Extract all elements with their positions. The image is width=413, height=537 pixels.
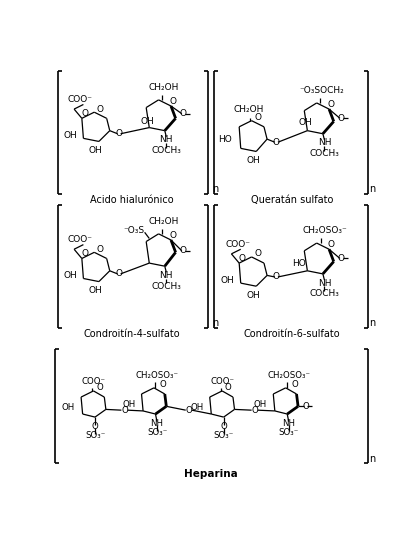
Text: COCH₃: COCH₃ bbox=[152, 146, 181, 155]
Text: n: n bbox=[369, 184, 376, 194]
Text: OH: OH bbox=[254, 400, 267, 409]
Text: SO₃⁻: SO₃⁻ bbox=[147, 428, 167, 437]
Text: SO₃⁻: SO₃⁻ bbox=[85, 431, 105, 440]
Text: O: O bbox=[180, 109, 187, 118]
Text: OH: OH bbox=[246, 291, 260, 300]
Text: CH₂OH: CH₂OH bbox=[148, 83, 178, 92]
Text: O: O bbox=[81, 109, 88, 118]
Text: Heparina: Heparina bbox=[184, 469, 238, 479]
Text: O: O bbox=[116, 270, 123, 278]
Text: NH: NH bbox=[150, 419, 164, 428]
Text: COCH₃: COCH₃ bbox=[309, 289, 339, 299]
Text: O: O bbox=[81, 249, 88, 258]
Text: OH: OH bbox=[299, 119, 313, 127]
Text: O: O bbox=[327, 100, 334, 109]
Text: O: O bbox=[273, 272, 280, 281]
Text: OH: OH bbox=[122, 400, 135, 409]
Text: ⁻O₃SOCH₂: ⁻O₃SOCH₂ bbox=[299, 86, 344, 95]
Text: O: O bbox=[160, 380, 166, 389]
Text: OH: OH bbox=[64, 271, 77, 280]
Text: SO₃⁻: SO₃⁻ bbox=[279, 428, 299, 437]
Text: COCH₃: COCH₃ bbox=[152, 282, 181, 291]
Text: O: O bbox=[225, 383, 232, 393]
Text: O: O bbox=[254, 249, 261, 258]
Text: NH: NH bbox=[318, 139, 331, 148]
Text: Acido hialurónico: Acido hialurónico bbox=[90, 195, 174, 205]
Text: Condroitín-4-sulfato: Condroitín-4-sulfato bbox=[84, 329, 180, 339]
Text: n: n bbox=[212, 318, 218, 328]
Text: OH: OH bbox=[246, 156, 260, 165]
Text: O: O bbox=[327, 240, 334, 249]
Text: NH: NH bbox=[318, 279, 331, 288]
Text: OH: OH bbox=[89, 146, 103, 155]
Text: CH₂OSO₃⁻: CH₂OSO₃⁻ bbox=[267, 371, 310, 380]
Text: NH: NH bbox=[159, 135, 173, 144]
Text: O: O bbox=[97, 105, 104, 114]
Text: O: O bbox=[338, 254, 345, 263]
Text: HO: HO bbox=[218, 135, 231, 143]
Text: O: O bbox=[180, 246, 187, 255]
Text: OH: OH bbox=[141, 117, 154, 126]
Text: COO⁻: COO⁻ bbox=[68, 96, 93, 104]
Text: O: O bbox=[169, 231, 176, 240]
Text: OH: OH bbox=[62, 403, 75, 412]
Text: O: O bbox=[92, 422, 98, 431]
Text: NH: NH bbox=[282, 419, 295, 428]
Text: CH₂OSO₃⁻: CH₂OSO₃⁻ bbox=[302, 226, 347, 235]
Text: O: O bbox=[97, 245, 104, 254]
Text: O: O bbox=[302, 402, 309, 411]
Text: COO⁻: COO⁻ bbox=[225, 240, 250, 249]
Text: COO⁻: COO⁻ bbox=[81, 377, 105, 386]
Text: O: O bbox=[96, 383, 103, 393]
Text: O: O bbox=[254, 113, 261, 122]
Text: O: O bbox=[220, 422, 227, 431]
Text: SO₃⁻: SO₃⁻ bbox=[214, 431, 234, 440]
Text: O: O bbox=[292, 380, 298, 389]
Text: OH: OH bbox=[221, 275, 235, 285]
Text: NH: NH bbox=[159, 271, 173, 280]
Text: COO⁻: COO⁻ bbox=[68, 236, 93, 244]
Text: OH: OH bbox=[89, 286, 103, 295]
Text: OH: OH bbox=[64, 131, 77, 140]
Text: CH₂OSO₃⁻: CH₂OSO₃⁻ bbox=[135, 371, 178, 380]
Text: HO: HO bbox=[292, 259, 306, 267]
Text: O: O bbox=[251, 405, 258, 415]
Text: n: n bbox=[369, 318, 376, 328]
Text: COCH₃: COCH₃ bbox=[309, 149, 339, 158]
Text: OH: OH bbox=[190, 403, 204, 412]
Text: O: O bbox=[121, 405, 128, 415]
Text: CH₂OH: CH₂OH bbox=[148, 217, 178, 226]
Text: O: O bbox=[169, 97, 176, 106]
Text: COO⁻: COO⁻ bbox=[210, 377, 234, 386]
Text: CH₂OH: CH₂OH bbox=[233, 105, 263, 114]
Text: Condroitín-6-sulfato: Condroitín-6-sulfato bbox=[244, 329, 340, 339]
Text: O: O bbox=[273, 137, 280, 147]
Text: O: O bbox=[239, 254, 246, 263]
Text: n: n bbox=[212, 184, 218, 194]
Text: O: O bbox=[116, 129, 123, 138]
Text: O: O bbox=[338, 114, 345, 123]
Text: Queratán sulfato: Queratán sulfato bbox=[251, 195, 333, 205]
Text: ⁻O₃S: ⁻O₃S bbox=[123, 226, 145, 235]
Text: O: O bbox=[185, 405, 192, 415]
Text: n: n bbox=[369, 454, 376, 463]
